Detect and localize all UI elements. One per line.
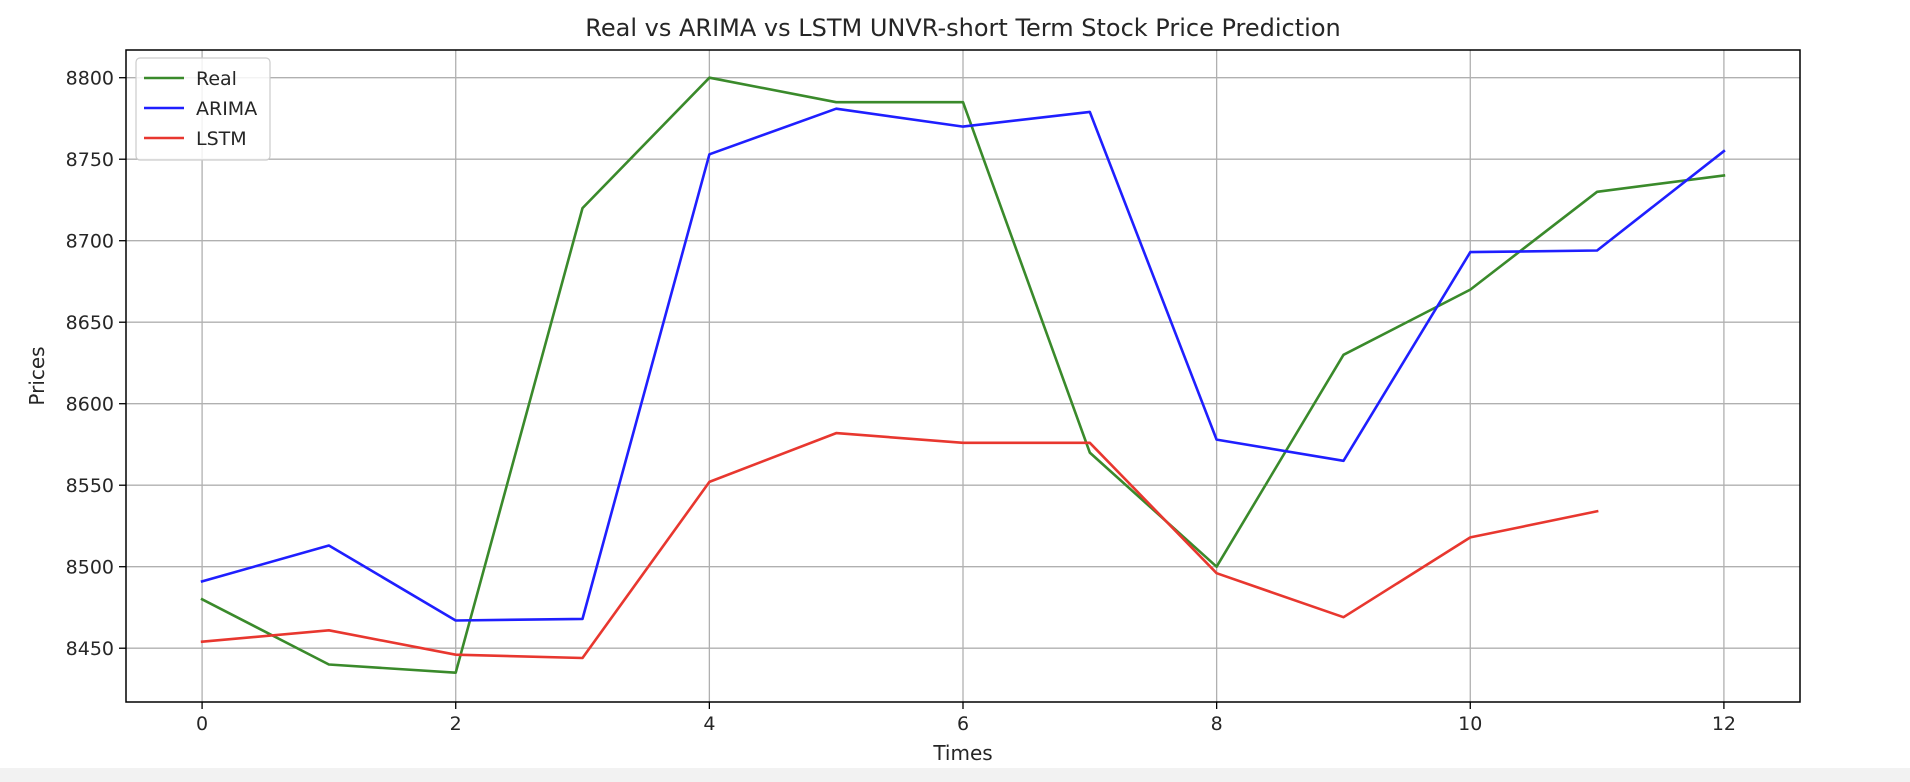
y-tick-label-1: 8500 — [66, 557, 114, 579]
legend: Real ARIMA LSTM — [135, 57, 271, 161]
x-tick-label-3: 6 — [957, 713, 969, 735]
grid-layer — [126, 50, 1800, 702]
tick-layer: 0 2 4 6 8 10 12 8450 8500 8550 8600 8650 8700 8750 880… — [66, 68, 1736, 735]
y-tick-label-4: 8650 — [66, 312, 114, 334]
y-tick-label-0: 8450 — [66, 638, 114, 660]
bottom-strip — [0, 768, 1910, 782]
y-tick-label-2: 8550 — [66, 475, 114, 497]
y-tick-label-6: 8750 — [66, 149, 114, 171]
series-line-arima — [200, 107, 1726, 622]
x-axis-label: Times — [932, 741, 992, 765]
x-tick-label-5: 10 — [1458, 713, 1482, 735]
series-layer — [200, 76, 1726, 675]
x-tick-label-2: 4 — [703, 713, 715, 735]
x-tick-label-6: 12 — [1712, 713, 1736, 735]
x-tick-label-1: 2 — [450, 713, 462, 735]
legend-label-lstm: LSTM — [196, 128, 247, 150]
series-line-real — [200, 76, 1726, 675]
series-line-lstm — [200, 431, 1599, 660]
legend-label-real: Real — [196, 68, 237, 90]
y-tick-label-5: 8700 — [66, 231, 114, 253]
x-tick-label-0: 0 — [196, 713, 208, 735]
chart-title: Real vs ARIMA vs LSTM UNVR-short Term St… — [585, 14, 1340, 42]
y-tick-label-3: 8600 — [66, 394, 114, 416]
x-tick-label-4: 8 — [1211, 713, 1223, 735]
legend-label-arima: ARIMA — [196, 98, 257, 120]
y-axis-label: Prices — [25, 346, 49, 405]
legend-box — [135, 57, 271, 161]
y-tick-label-7: 8800 — [66, 68, 114, 90]
